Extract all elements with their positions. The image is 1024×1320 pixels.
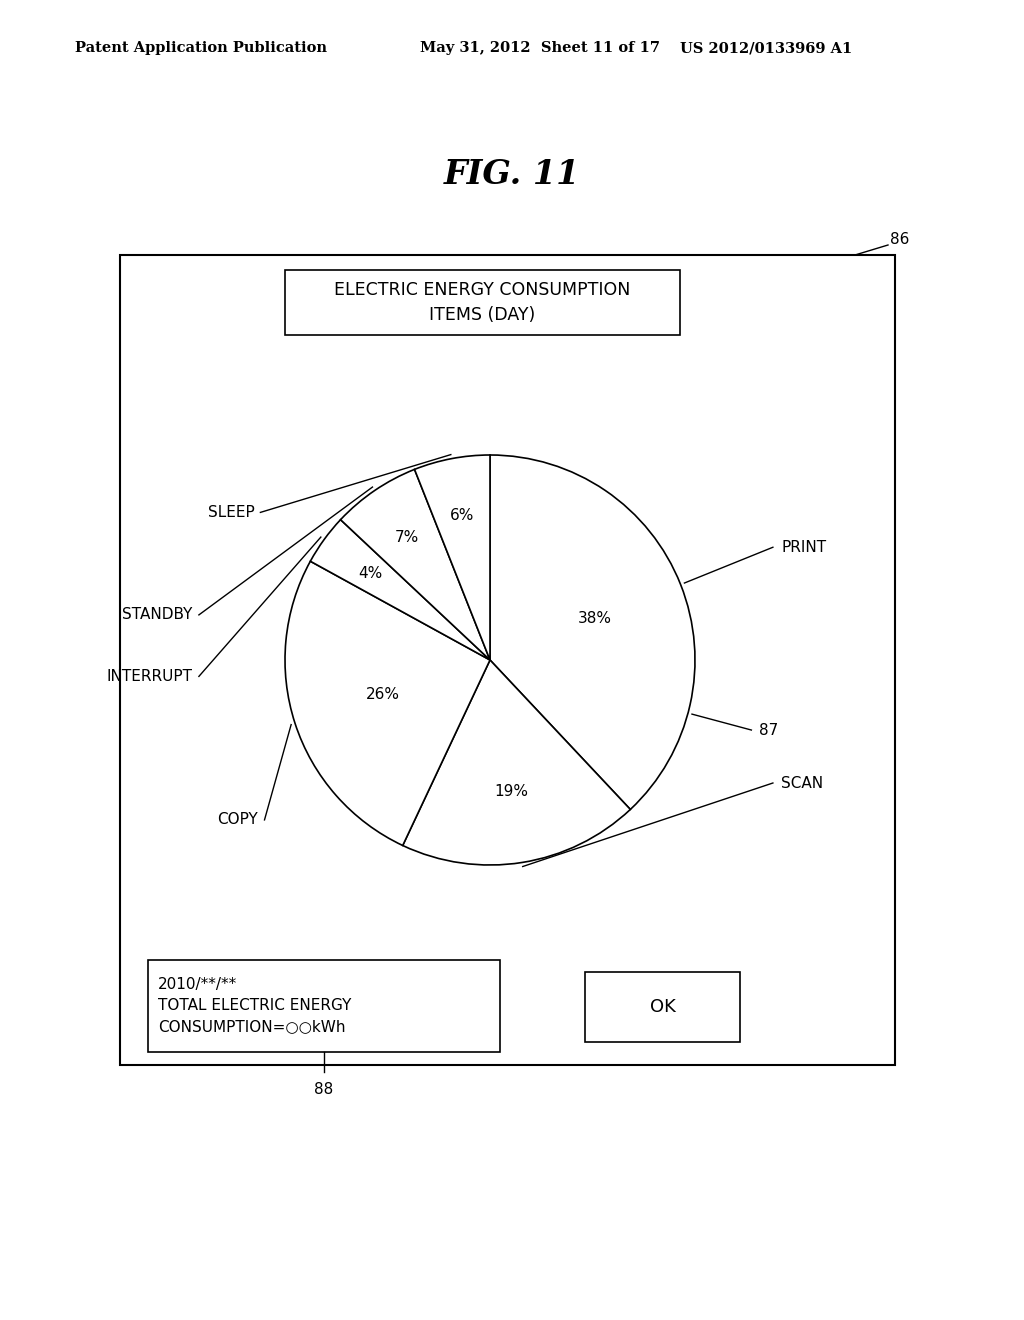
Text: PRINT: PRINT [781, 540, 826, 554]
Text: ELECTRIC ENERGY CONSUMPTION
ITEMS (DAY): ELECTRIC ENERGY CONSUMPTION ITEMS (DAY) [334, 281, 631, 323]
Bar [148, 960, 500, 1052]
Wedge shape [402, 660, 631, 865]
Text: COPY: COPY [218, 812, 258, 828]
Text: SLEEP: SLEEP [208, 504, 254, 520]
Text: US 2012/0133969 A1: US 2012/0133969 A1 [680, 41, 852, 55]
Text: INTERRUPT: INTERRUPT [106, 669, 193, 684]
Text: 19%: 19% [494, 784, 527, 799]
Text: OK: OK [649, 998, 676, 1016]
Bar [120, 255, 895, 1065]
Wedge shape [285, 561, 490, 846]
Bar [585, 972, 740, 1041]
Wedge shape [415, 455, 490, 660]
Text: May 31, 2012  Sheet 11 of 17: May 31, 2012 Sheet 11 of 17 [420, 41, 660, 55]
Text: FIG. 11: FIG. 11 [443, 158, 581, 191]
Text: 86: 86 [890, 232, 909, 247]
Text: 6%: 6% [451, 507, 474, 523]
Text: 7%: 7% [395, 531, 419, 545]
Text: STANDBY: STANDBY [123, 607, 193, 623]
Text: 88: 88 [314, 1082, 334, 1097]
Text: SCAN: SCAN [781, 776, 823, 791]
Text: 87: 87 [760, 722, 778, 738]
Wedge shape [310, 520, 490, 660]
Bar [285, 271, 680, 335]
Wedge shape [490, 455, 695, 809]
Text: 4%: 4% [358, 566, 383, 581]
Wedge shape [341, 470, 490, 660]
Text: 2010/**/**
TOTAL ELECTRIC ENERGY
CONSUMPTION=○○kWh: 2010/**/** TOTAL ELECTRIC ENERGY CONSUMP… [158, 978, 351, 1035]
Text: Patent Application Publication: Patent Application Publication [75, 41, 327, 55]
Text: 38%: 38% [578, 611, 611, 626]
Text: 26%: 26% [366, 688, 399, 702]
